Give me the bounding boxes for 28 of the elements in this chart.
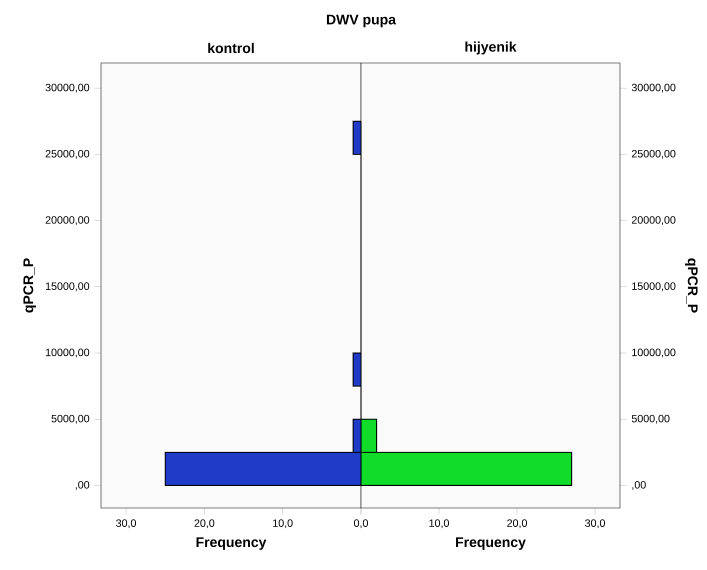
y-tick-label: ,00: [632, 481, 646, 490]
y-tick-label: 15000,00: [46, 282, 90, 292]
chart-title: DWV pupa: [326, 14, 396, 28]
y-tick-label: 15000,00: [632, 282, 676, 292]
chart-subtitle: kontrol: [208, 42, 254, 54]
x-axis-title: Frequency: [456, 537, 526, 550]
x-tick-label: 10,0: [429, 519, 449, 528]
y-axis-title: qPCR_P: [23, 258, 36, 313]
x-tick-label: 0,0: [354, 519, 368, 528]
chart-title: hijyenik: [465, 41, 517, 55]
y-tick-label: 25000,00: [46, 150, 90, 159]
y-tick-label: 20000,00: [46, 216, 90, 225]
y-axis-title: qPCR_P: [685, 258, 698, 313]
x-tick-label: 20,0: [194, 519, 214, 528]
y-tick-label: 30000,00: [46, 84, 90, 93]
y-tick-label: 5000,00: [51, 414, 90, 424]
x-tick-label: 30,0: [585, 519, 605, 528]
x-axis-title: Frequency: [196, 537, 266, 550]
x-tick-label: 10,0: [273, 519, 293, 528]
y-tick-label: 5000,00: [632, 414, 670, 424]
y-tick-label: 20000,00: [632, 216, 676, 225]
y-tick-label: 10000,00: [632, 348, 676, 358]
y-tick-label: 10000,00: [46, 348, 90, 358]
y-tick-label: 25000,00: [632, 150, 676, 159]
y-tick-label: 30000,00: [632, 84, 676, 93]
y-tick-label: ,00: [76, 481, 90, 490]
x-tick-label: 30,0: [116, 519, 136, 528]
x-tick-label: 20,0: [507, 519, 527, 528]
